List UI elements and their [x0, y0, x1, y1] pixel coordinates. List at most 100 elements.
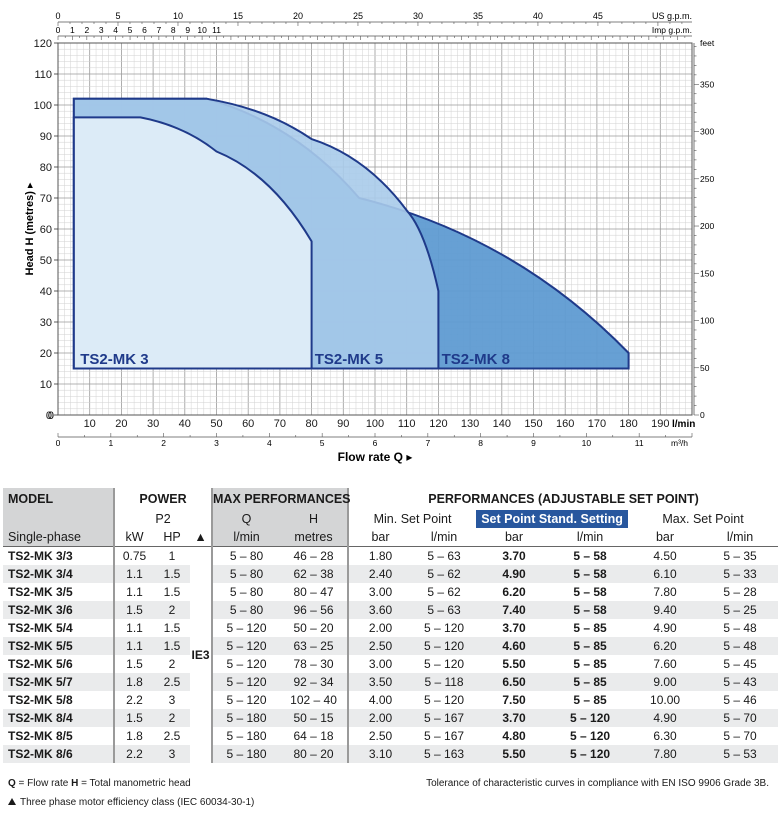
- max-flow-cell: 5 – 45: [723, 657, 757, 671]
- max-bar-cell: 7.80: [628, 745, 703, 763]
- max-q-cell: 5 – 180: [211, 745, 281, 763]
- table-row: TS2-MK 3/6 1.5 2 5 – 80 96 – 56 3.60 5 – 63 7.4…: [3, 601, 779, 619]
- std-q-cell: 5 – 120: [552, 709, 629, 727]
- series-label: TS2-MK 3: [80, 351, 148, 368]
- usgpm-tick-label: 0: [55, 11, 60, 21]
- kw-cell: 1.1: [113, 565, 154, 583]
- performance-table: MODEL POWER MAX PERFORMANCES PERFORMANCE…: [3, 488, 779, 763]
- hp-cell: 2: [168, 657, 176, 671]
- max-flow-cell: 5 – 46: [723, 693, 757, 707]
- header-kw: kW: [113, 528, 154, 547]
- kw-cell: 1.5: [113, 709, 154, 727]
- impgpm-tick-label: 4: [113, 25, 118, 35]
- model-cell: TS2-MK 8/4: [3, 709, 114, 727]
- max-bar-cell: 4.90: [653, 621, 677, 635]
- max-bar-cell: 4.50: [653, 549, 677, 563]
- impgpm-unit-label: Imp g.p.m.: [652, 25, 692, 35]
- model-cell: TS2-MK 3/6: [3, 601, 114, 619]
- x-tick-label: 130: [461, 418, 479, 430]
- y-tick-label: 60: [40, 224, 52, 236]
- table-row: TS2-MK 3/4 1.1 1.5 5 – 80 62 – 38 2.40 5 – 62 4…: [3, 565, 779, 583]
- max-flow-cell: 5 – 48: [723, 621, 757, 635]
- max-q-cell: 5 – 80: [211, 565, 281, 583]
- max-h-cell: 102 – 40: [290, 693, 337, 707]
- std-q-cell: 5 – 58: [552, 601, 629, 619]
- impgpm-tick-label: 6: [142, 25, 147, 35]
- hp-cell: 3: [154, 745, 190, 763]
- model-cell: TS2-MK 5/8: [8, 693, 73, 707]
- max-flow-cell: 5 – 53: [702, 745, 779, 763]
- x-tick-label: 120: [429, 418, 447, 430]
- ie-class-cell: IE3: [190, 546, 213, 763]
- max-h-cell: 62 – 38: [280, 565, 349, 583]
- table-row: TS2-MK 8/4 1.5 2 5 – 180 50 – 15 2.00 5 – 167 3…: [3, 709, 779, 727]
- kw-cell: 1.8: [113, 673, 154, 691]
- min-bar-cell: 3.00: [347, 583, 413, 601]
- table-row: TS2-MK 5/5 1.1 1.5 5 – 120 63 – 25 2.50 5 – 12…: [3, 637, 779, 655]
- header-bar-max: bar: [628, 528, 703, 547]
- area-ts2-mk-3: [72, 116, 313, 370]
- max-flow-cell: 5 – 33: [702, 565, 779, 583]
- kw-cell: 1.1: [113, 583, 154, 601]
- x-tick-label: 160: [556, 418, 574, 430]
- std-q-cell: 5 – 85: [573, 693, 607, 707]
- header-lmin-max: l/min: [211, 528, 281, 547]
- std-bar-cell: 4.90: [476, 565, 553, 583]
- max-q-cell: 5 – 80: [211, 546, 281, 565]
- x-tick-label: 90: [337, 418, 349, 430]
- kw-cell: 0.75: [113, 546, 154, 565]
- kw-cell: 1.8: [113, 727, 154, 745]
- max-q-cell: 5 – 120: [211, 619, 281, 637]
- min-bar-cell: 3.50: [347, 673, 413, 691]
- series-label: TS2-MK 5: [315, 351, 383, 368]
- impgpm-tick-label: 3: [99, 25, 104, 35]
- impgpm-tick-label: 8: [171, 25, 176, 35]
- m3h-tick-label: 2: [161, 438, 166, 448]
- hp-cell: 2: [154, 709, 190, 727]
- std-bar-cell: 4.60: [476, 637, 553, 655]
- table-row: TS2-MK 5/7 1.8 2.5 5 – 120 92 – 34 3.50 5 – 11…: [3, 673, 779, 691]
- x-tick-label: 170: [588, 418, 606, 430]
- impgpm-tick-label: 0: [56, 25, 61, 35]
- usgpm-tick-label: 25: [353, 11, 363, 21]
- max-h-cell: 92 – 34: [280, 673, 349, 691]
- max-bar-cell: 6.20: [628, 637, 703, 655]
- max-flow-cell: 5 – 48: [702, 637, 779, 655]
- m3h-tick-label: 9: [531, 438, 536, 448]
- min-q-cell: 5 – 120: [424, 657, 465, 671]
- min-q-cell: 5 – 62: [412, 565, 477, 583]
- feet-tick-label: 200: [700, 221, 714, 231]
- kw-cell: 2.2: [113, 745, 154, 763]
- feet-tick-label: 150: [700, 268, 714, 278]
- max-flow-cell: 5 – 70: [723, 729, 757, 743]
- std-bar-cell: 3.70: [502, 549, 526, 563]
- table-body: TS2-MK 3/3 0.75 1 IE3 5 – 80 46 – 28 1.80 5 – 6…: [3, 546, 779, 763]
- usgpm-tick-label: 40: [533, 11, 543, 21]
- std-bar-cell: 7.50: [502, 693, 526, 707]
- std-q-cell: 5 – 120: [552, 745, 629, 763]
- table-row: TS2-MK 8/6 2.2 3 5 – 180 80 – 20 3.10 5 – 163 5…: [3, 745, 779, 763]
- m3h-tick-label: 10: [582, 438, 592, 448]
- hp-cell: 2.5: [163, 729, 181, 743]
- max-bar-cell: 10.00: [650, 693, 681, 707]
- model-cell: TS2-MK 5/4: [8, 621, 73, 635]
- y-tick-label: 90: [40, 131, 52, 143]
- chart-areas: [72, 97, 630, 370]
- x-zero-label: 0: [48, 410, 54, 422]
- x-tick-label: 50: [210, 418, 222, 430]
- q-description: = Flow rate: [15, 778, 72, 789]
- x-tick-label: 60: [242, 418, 254, 430]
- min-bar-cell: 3.60: [347, 601, 413, 619]
- hp-cell: 2.5: [154, 673, 190, 691]
- usgpm-unit-label: US g.p.m.: [652, 11, 692, 21]
- kw-cell: 1.1: [113, 637, 154, 655]
- usgpm-tick-label: 10: [173, 11, 183, 21]
- y-tick-label: 100: [34, 100, 52, 112]
- max-bar-cell: 6.30: [653, 729, 677, 743]
- max-bar-cell: 9.00: [628, 673, 703, 691]
- x-tick-label: 100: [366, 418, 384, 430]
- q-symbol: Q: [8, 778, 16, 789]
- hp-cell: 3: [168, 693, 176, 707]
- min-q-cell: 5 – 167: [412, 709, 477, 727]
- max-h-cell: 96 – 56: [280, 601, 349, 619]
